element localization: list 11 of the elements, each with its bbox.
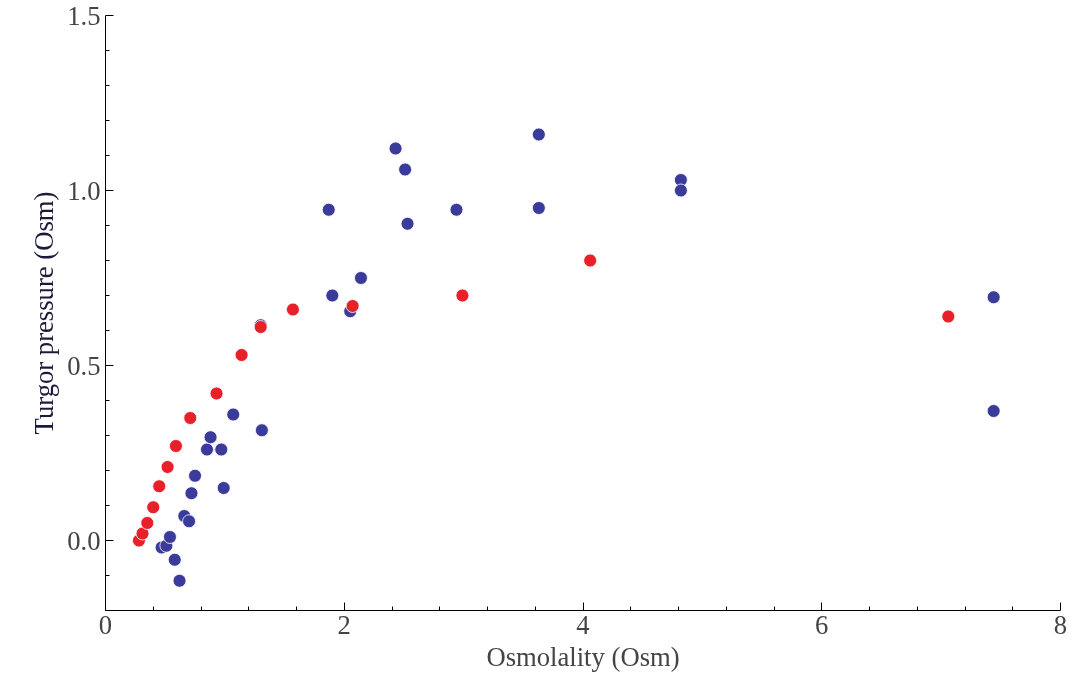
x-tick-label: 8 — [1053, 609, 1068, 640]
x-axis-title: Osmolality (Osm) — [486, 641, 680, 672]
x-tick-label: 0 — [98, 609, 113, 640]
x-tick-label: 6 — [815, 609, 829, 640]
y-tick-label: 0.0 — [67, 525, 101, 556]
x-tick-label: 4 — [576, 609, 590, 640]
y-tick-label: 1.5 — [67, 0, 101, 31]
y-tick-label: 0.5 — [67, 350, 101, 381]
y-axis-title: Turgor pressure (Osm) — [29, 191, 60, 435]
y-tick-label: 1.0 — [67, 175, 101, 206]
x-tick-label: 2 — [337, 609, 351, 640]
